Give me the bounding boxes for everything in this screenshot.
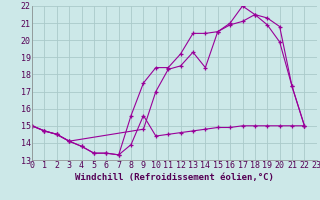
- X-axis label: Windchill (Refroidissement éolien,°C): Windchill (Refroidissement éolien,°C): [75, 173, 274, 182]
